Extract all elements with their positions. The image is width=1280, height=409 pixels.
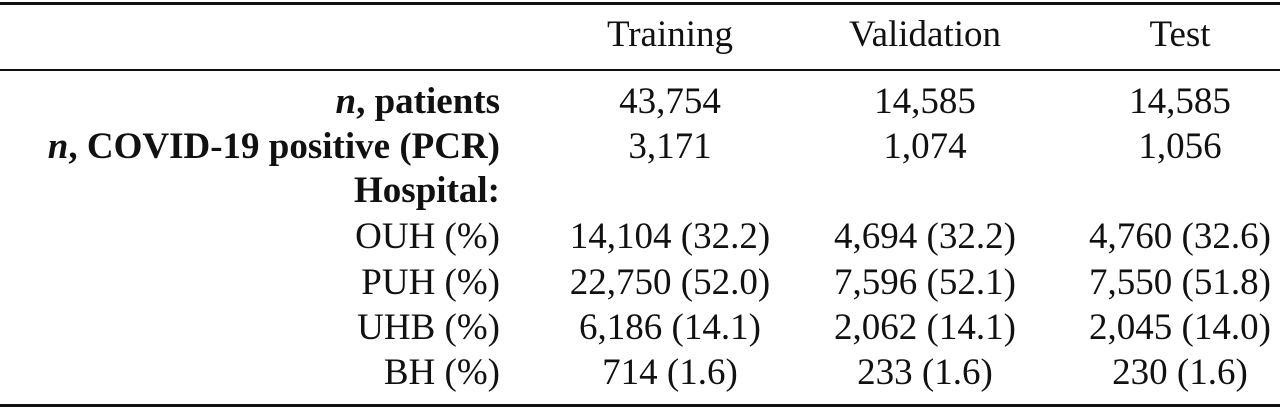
column-header-validation: Validation	[848, 14, 1002, 55]
cell-ouh-validation: 4,694 (32.2)	[834, 216, 1016, 257]
row-label-bh: BH (%)	[383, 352, 500, 393]
cell-uhb-validation: 2,062 (14.1)	[834, 307, 1016, 348]
column-header-training: Training	[606, 14, 734, 55]
row-label-hospital: Hospital:	[354, 170, 500, 211]
row-label-prefix: n	[335, 81, 357, 122]
cell-bh-training: 714 (1.6)	[602, 352, 738, 393]
cell-patients-validation: 14,585	[874, 81, 976, 122]
row-label-covid-positive: n, COVID-19 positive (PCR)	[0, 124, 500, 170]
row-label-text: , patients	[356, 81, 500, 122]
cell-uhb-training: 6,186 (14.1)	[579, 307, 761, 348]
table-top-rule	[0, 2, 1280, 5]
cell-patients-training: 43,754	[619, 81, 721, 122]
cell-covid-training: 3,171	[628, 126, 712, 167]
cell-puh-test: 7,550 (51.8)	[1089, 262, 1271, 303]
cell-patients-test: 14,585	[1129, 81, 1231, 122]
cell-covid-test: 1,056	[1138, 126, 1222, 167]
cell-covid-validation: 1,074	[883, 126, 967, 167]
table-bottom-rule	[0, 404, 1280, 407]
row-label-prefix: n	[47, 126, 69, 167]
table-header-rule	[0, 69, 1280, 71]
cell-ouh-test: 4,760 (32.6)	[1089, 216, 1271, 257]
row-label-text: , COVID-19 positive (PCR)	[68, 126, 500, 167]
cell-bh-validation: 233 (1.6)	[857, 352, 993, 393]
row-label-puh: PUH (%)	[361, 262, 500, 303]
cell-ouh-training: 14,104 (32.2)	[569, 216, 771, 257]
row-label-ouh: OUH (%)	[355, 216, 500, 257]
cell-uhb-test: 2,045 (14.0)	[1089, 307, 1271, 348]
cell-puh-training: 22,750 (52.0)	[569, 262, 771, 303]
row-label-patients: n, patients	[0, 79, 500, 125]
cell-puh-validation: 7,596 (52.1)	[834, 262, 1016, 303]
cell-bh-test: 230 (1.6)	[1112, 352, 1248, 393]
row-label-uhb: UHB (%)	[357, 307, 500, 348]
column-header-test: Test	[1149, 14, 1211, 55]
